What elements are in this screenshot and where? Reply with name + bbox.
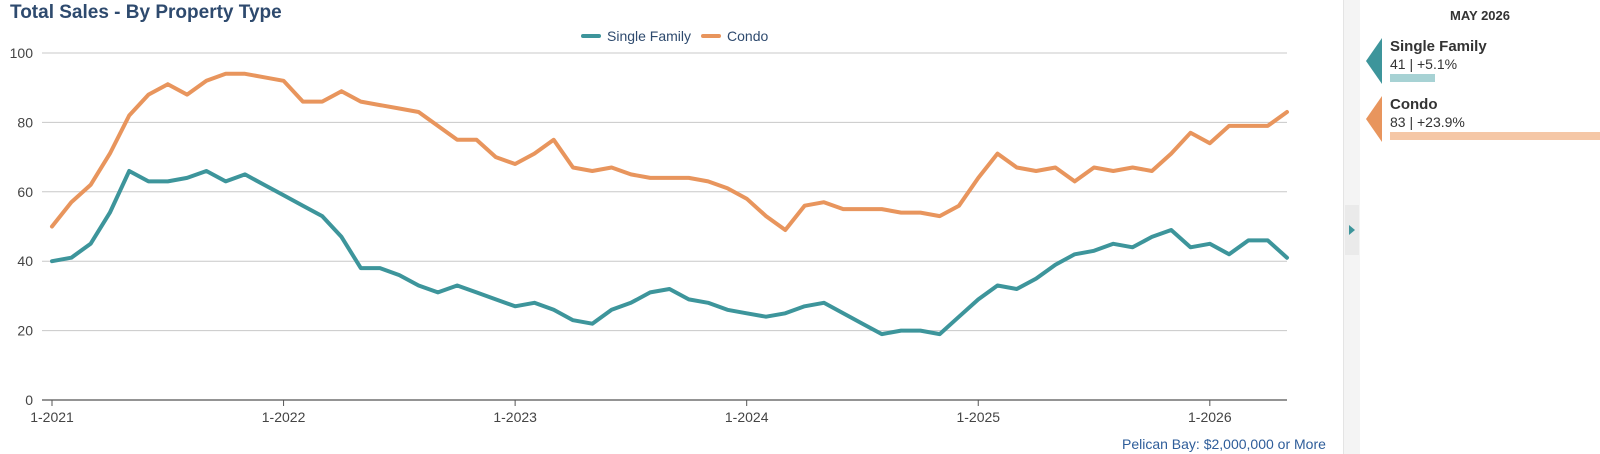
summary-value-condo: 83 | +23.9%: [1390, 114, 1465, 130]
summary-period: MAY 2026: [1450, 8, 1510, 23]
y-tick-label: 80: [17, 114, 33, 130]
x-tick-label: 1-2025: [956, 409, 1000, 425]
legend-label-single-family: Single Family: [607, 28, 692, 44]
y-tick-label: 60: [17, 184, 33, 200]
summary-condo[interactable]: Condo 83 | +23.9%: [1360, 96, 1600, 146]
x-tick-label: 1-2024: [725, 409, 769, 425]
summary-value-single-family: 41 | +5.1%: [1390, 56, 1458, 72]
x-tick-label: 1-2023: [493, 409, 537, 425]
pointer-icon: [1366, 38, 1382, 84]
summary-name-single-family: Single Family: [1390, 38, 1487, 55]
summary-panel: MAY 2026 Single Family 41 | +5.1% Condo …: [1360, 0, 1600, 454]
x-tick-label: 1-2022: [262, 409, 306, 425]
x-tick-label: 1-2021: [30, 409, 74, 425]
y-tick-label: 0: [25, 392, 33, 408]
pointer-icon: [1366, 96, 1382, 142]
legend-item-single-family[interactable]: Single Family: [581, 28, 691, 44]
x-tick-label: 1-2026: [1188, 409, 1232, 425]
change-bar-single-family: [1390, 74, 1435, 82]
y-tick-label: 100: [10, 45, 34, 61]
legend-swatch-single-family: [581, 34, 601, 38]
chart-title: Total Sales - By Property Type: [10, 2, 282, 23]
collapse-panel-toggle[interactable]: [1345, 205, 1359, 255]
chart-legend: Single Family Condo: [581, 28, 778, 44]
change-bar-condo: [1390, 132, 1600, 140]
legend-item-condo[interactable]: Condo: [701, 28, 768, 44]
series-line-single-family: [50, 169, 1289, 337]
summary-single-family[interactable]: Single Family 41 | +5.1%: [1360, 38, 1600, 88]
line-chart: 0 20 40 60 80 100 1-2021 1-2022 1-2023 1-2024 1-20…: [10, 45, 1289, 425]
series-line-condo: [50, 71, 1289, 232]
y-tick-label: 40: [17, 253, 33, 269]
chart-footnote: Pelican Bay: $2,000,000 or More: [1122, 436, 1326, 452]
legend-swatch-condo: [701, 34, 722, 38]
chevron-right-icon: [1349, 225, 1355, 235]
summary-name-condo: Condo: [1390, 96, 1438, 113]
y-tick-label: 20: [17, 323, 33, 339]
legend-label-condo: Condo: [727, 28, 769, 44]
